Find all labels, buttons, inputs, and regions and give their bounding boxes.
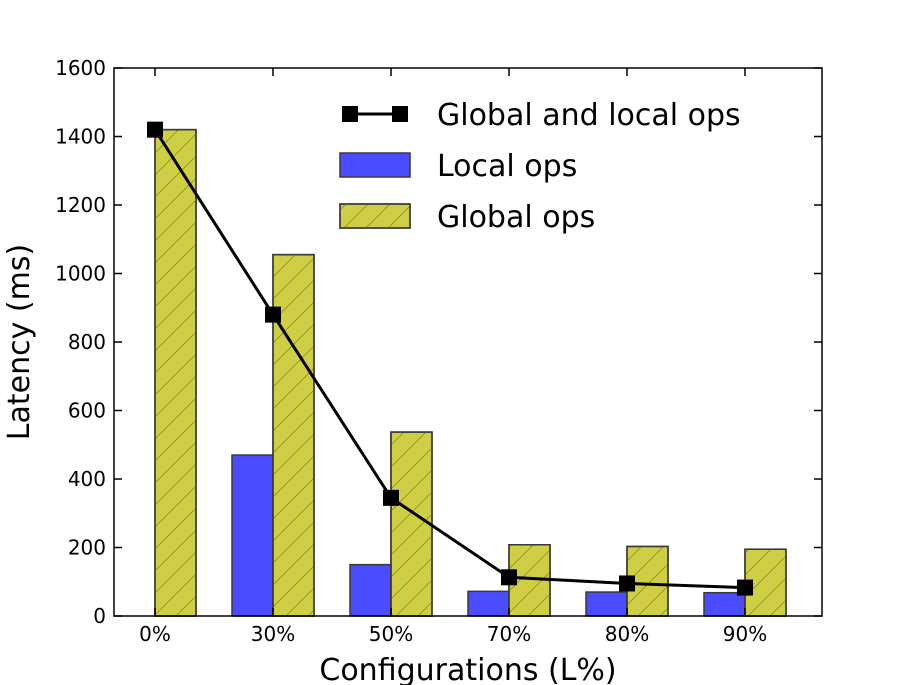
- global-and-local-ops-point: [265, 306, 281, 323]
- y-tick-label: 1400: [55, 125, 106, 149]
- legend-marker-left: [342, 106, 358, 122]
- x-axis: 0% 30% 50% 70% 80% 90%: [139, 68, 767, 646]
- global-and-local-ops-point: [501, 569, 517, 586]
- legend-label: Local ops: [437, 149, 577, 184]
- y-tick-label: 1200: [55, 193, 106, 217]
- y-tick-label: 800: [68, 330, 106, 354]
- x-tick-label: 0%: [139, 622, 171, 646]
- local-ops-bar: [467, 590, 510, 617]
- legend-bar-swatch-hatch: [339, 203, 411, 229]
- x-tick-label: 80%: [605, 622, 649, 646]
- global-and-local-ops-point: [147, 121, 163, 138]
- y-tick-label: 400: [68, 467, 106, 491]
- y-tick-label: 200: [68, 536, 106, 560]
- global-and-local-ops-point: [737, 579, 753, 596]
- y-tick-label: 1000: [55, 262, 106, 286]
- legend-label: Global and local ops: [437, 98, 741, 133]
- bars-layer: [154, 128, 787, 617]
- y-tick-label: 1600: [55, 56, 106, 80]
- line-series-layer: [147, 121, 753, 596]
- global-ops-bar-hatch: [390, 431, 433, 617]
- y-axis-label: Latency (ms): [2, 244, 37, 440]
- y-tick-label: 600: [68, 399, 106, 423]
- x-tick-label: 50%: [369, 622, 413, 646]
- local-ops-bar: [585, 591, 628, 617]
- local-ops-bar: [703, 591, 746, 617]
- local-ops-bar: [349, 563, 392, 617]
- x-tick-label: 30%: [251, 622, 295, 646]
- x-tick-label: 90%: [723, 622, 767, 646]
- y-axis: 0 200 400 600 800 1000 1200 1400 1600: [55, 56, 822, 628]
- y-tick-label: 0: [93, 604, 106, 628]
- legend-bar-swatch: [339, 152, 411, 178]
- legend: Global and local ops Local ops Global ops: [339, 98, 741, 235]
- global-and-local-ops-line: [153, 128, 746, 590]
- global-and-local-ops-point: [383, 489, 399, 506]
- global-and-local-ops-point: [619, 575, 635, 592]
- x-axis-label: Configurations (L%): [319, 653, 616, 685]
- x-tick-label: 70%: [487, 622, 531, 646]
- global-ops-bar-hatch: [154, 128, 197, 617]
- legend-marker-right: [392, 106, 408, 122]
- legend-label: Global ops: [437, 200, 595, 235]
- local-ops-bar: [231, 454, 274, 617]
